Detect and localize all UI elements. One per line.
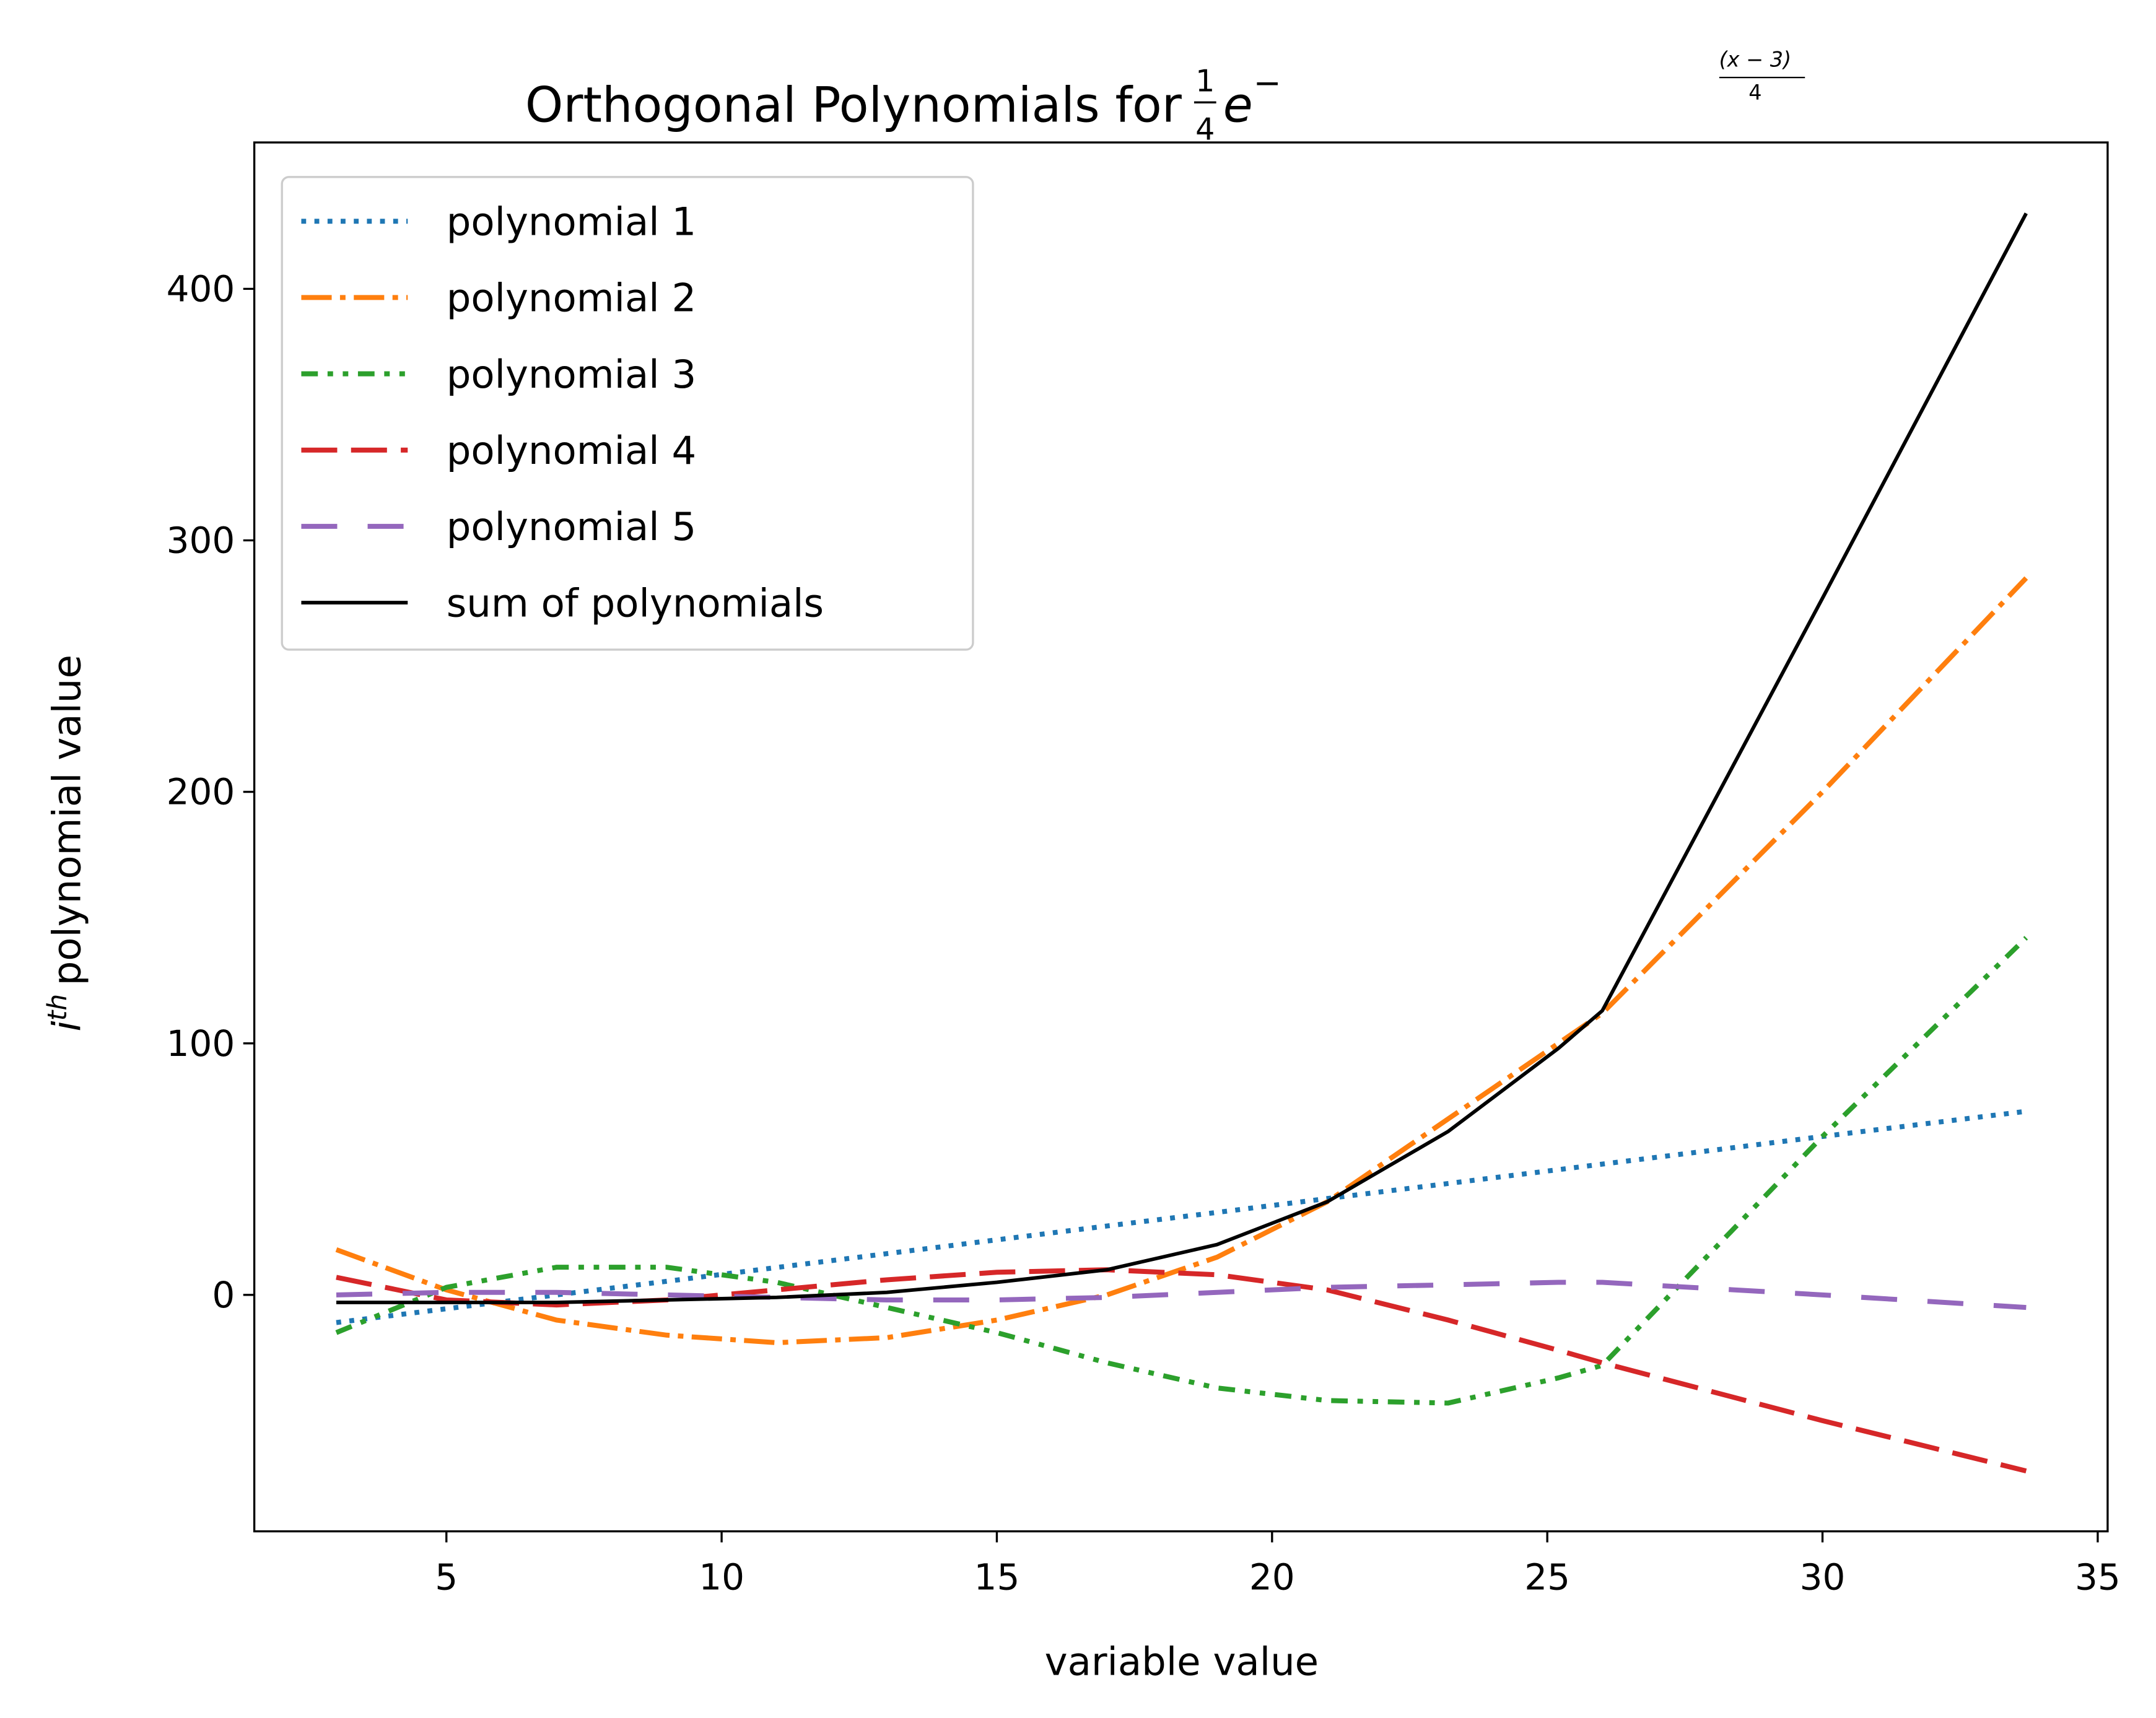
title-math-numerator: 1: [1195, 63, 1215, 98]
x-tick-label: 35: [2075, 1556, 2121, 1598]
x-tick-label: 10: [699, 1556, 744, 1598]
y-tick-label: 0: [212, 1274, 235, 1316]
y-label-sup: th: [42, 994, 72, 1021]
data-line: [335, 936, 2028, 1406]
legend-label: polynomial 5: [447, 504, 696, 549]
chart-title: Orthogonal Polynomials for: [525, 78, 1182, 134]
y-label-text: polynomial value: [44, 655, 89, 985]
y-axis-label: ith polynomial value: [42, 655, 89, 1032]
x-tick-label: 5: [435, 1556, 458, 1598]
title-math-exp-numerator: (x − 3): [1719, 47, 1792, 71]
title-math: 1 4 e − (x − 3) 4: [1194, 47, 1805, 147]
legend-label: polynomial 1: [447, 199, 696, 245]
legend-label: sum of polynomials: [447, 580, 824, 626]
x-tick-label: 30: [1800, 1556, 1846, 1598]
legend-label: polynomial 2: [447, 276, 696, 321]
y-label-base: i: [44, 1021, 89, 1032]
y-tick-label: 100: [167, 1023, 235, 1065]
legend-label: polynomial 3: [447, 352, 696, 397]
y-tick-label: 400: [167, 268, 235, 310]
x-tick-label: 15: [974, 1556, 1020, 1598]
y-tick-label: 300: [167, 520, 235, 562]
legend-box: [281, 176, 974, 651]
axes-frame: [253, 141, 2109, 1533]
legend-label: polynomial 4: [447, 428, 696, 473]
data-line: [336, 1109, 2027, 1325]
title-math-sign: −: [1254, 63, 1281, 102]
title-math-base: e: [1223, 78, 1253, 134]
x-tick-label: 25: [1524, 1556, 1570, 1598]
title-math-denominator: 4: [1195, 111, 1215, 147]
y-tick-label: 200: [167, 771, 235, 813]
x-axis-label: variable value: [1045, 1639, 1319, 1685]
legend: polynomial 1 polynomial 2 polynomial 3 poly…: [281, 176, 974, 651]
data-line: [336, 212, 2028, 1304]
x-tick-label: 20: [1249, 1556, 1295, 1598]
title-math-exp-denominator: 4: [1748, 81, 1761, 105]
